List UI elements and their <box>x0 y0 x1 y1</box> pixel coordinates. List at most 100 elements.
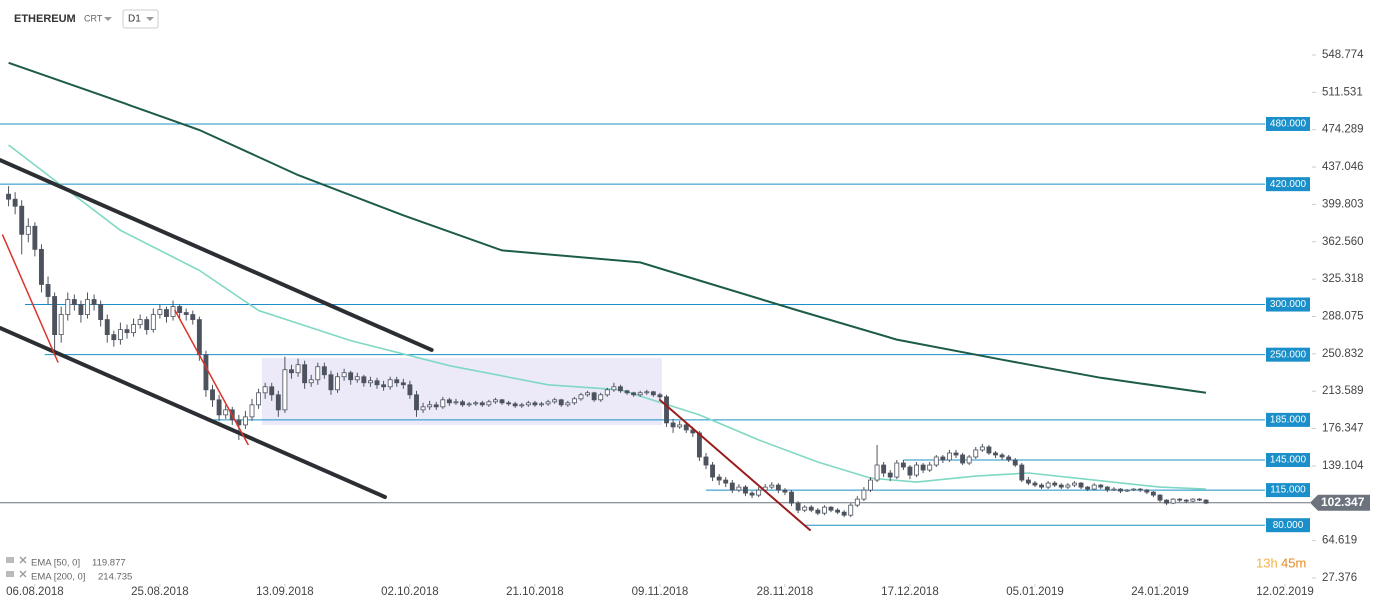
candle-body <box>98 304 104 320</box>
candle-body <box>39 248 44 285</box>
candle-body <box>341 372 347 378</box>
candle-body <box>1058 484 1064 488</box>
candle-body <box>815 509 821 514</box>
trendline <box>0 326 387 500</box>
candle-body <box>920 464 926 471</box>
candle-body <box>677 424 683 428</box>
x-tick-label: 09.11.2018 <box>632 586 689 598</box>
candle-body <box>979 446 985 451</box>
candle-body <box>282 369 288 411</box>
x-tick-label: 06.08.2018 <box>6 586 64 598</box>
candle-body <box>657 394 663 398</box>
candle-body <box>58 314 64 336</box>
candle-body <box>170 306 176 317</box>
y-tick-label: 139.104 <box>1322 460 1364 472</box>
candle-body <box>644 391 650 394</box>
candle-body <box>1111 488 1117 491</box>
candle-body <box>624 390 630 394</box>
timer-minutes: 45m <box>1281 555 1306 570</box>
ema-line <box>8 61 1207 394</box>
candle-body <box>473 402 479 405</box>
candle-body <box>433 404 439 408</box>
y-tick-label: 27.376 <box>1322 572 1357 584</box>
candle-body <box>808 506 814 511</box>
candle-body <box>1203 499 1209 504</box>
candle-body <box>723 479 729 484</box>
candle-body <box>1197 498 1202 501</box>
dropdown-arrow <box>104 17 112 21</box>
x-tick-label: 12.02.2019 <box>1256 586 1314 598</box>
candle-body <box>933 456 939 466</box>
legend-icon <box>6 557 14 563</box>
candle-body <box>545 401 551 405</box>
candle-body <box>460 401 465 406</box>
candle-body <box>940 456 946 461</box>
candle-body <box>420 406 426 411</box>
legend-name: EMA [200, 0] <box>31 572 85 583</box>
candle-body <box>914 464 919 476</box>
price-axis: 548.774 511.531 474.289 437.046 399.803 362.5… <box>6 49 1370 598</box>
candle-body <box>1065 484 1071 488</box>
candle-body <box>802 506 808 511</box>
x-tick-label: 25.08.2018 <box>131 586 189 598</box>
candle-body <box>539 403 544 406</box>
candle-body <box>25 225 31 235</box>
candle-body <box>183 312 189 315</box>
y-tick-label: 213.589 <box>1322 385 1364 397</box>
candle-body <box>381 384 387 388</box>
candle-body <box>1012 459 1018 466</box>
candle-body <box>578 394 584 400</box>
candle-body <box>6 193 11 200</box>
x-tick-label: 21.10.2018 <box>506 586 564 598</box>
candle-body <box>361 376 367 384</box>
candle-body <box>157 309 163 315</box>
x-tick-label: 28.11.2018 <box>757 586 814 598</box>
candle-body <box>308 379 314 384</box>
candle-body <box>117 329 123 341</box>
candle-body <box>427 404 433 408</box>
candle-body <box>927 464 933 471</box>
candle-body <box>354 376 360 381</box>
candle-body <box>1104 486 1110 491</box>
y-tick-label: 362.560 <box>1322 236 1364 248</box>
timeframe-box[interactable] <box>122 9 159 29</box>
candle-body <box>1045 482 1051 488</box>
level-label-box <box>1266 453 1310 468</box>
candle-body <box>736 486 742 491</box>
x-tick-label: 13.09.2018 <box>256 586 314 598</box>
level-label-box <box>1266 297 1310 312</box>
timer-hours: 13h <box>1256 555 1278 570</box>
candle-body <box>789 491 794 504</box>
candle-body <box>249 404 255 418</box>
candle-body <box>729 482 735 491</box>
candle-body <box>78 304 84 315</box>
candle-body <box>1025 479 1031 484</box>
candle-body <box>196 319 202 356</box>
candle-body <box>1118 488 1123 492</box>
candle-body <box>414 394 419 411</box>
candle-body <box>1137 488 1143 491</box>
candle-body <box>1072 482 1077 486</box>
candle-body <box>512 403 518 407</box>
legend-icon <box>6 571 14 577</box>
candle-body <box>124 329 130 334</box>
candle-body <box>374 380 380 386</box>
candle-body <box>868 479 873 491</box>
candle-body <box>532 402 538 406</box>
candle-body <box>493 399 498 403</box>
trendline <box>1 234 59 363</box>
candle-body <box>618 386 623 392</box>
candle-body <box>150 314 156 331</box>
candle-body <box>164 309 169 317</box>
y-tick-label: 176.347 <box>1322 423 1364 435</box>
candle-body <box>1091 484 1097 490</box>
candle-body <box>302 364 308 384</box>
y-tick-label: 325.318 <box>1322 273 1364 285</box>
candle-body <box>262 386 268 394</box>
candle-body <box>32 225 38 250</box>
candle-body <box>91 299 97 305</box>
mode-selector[interactable]: CRT <box>84 13 103 23</box>
candle-body <box>1019 464 1025 481</box>
y-tick-label: 437.046 <box>1322 161 1364 173</box>
candle-body <box>446 399 452 404</box>
